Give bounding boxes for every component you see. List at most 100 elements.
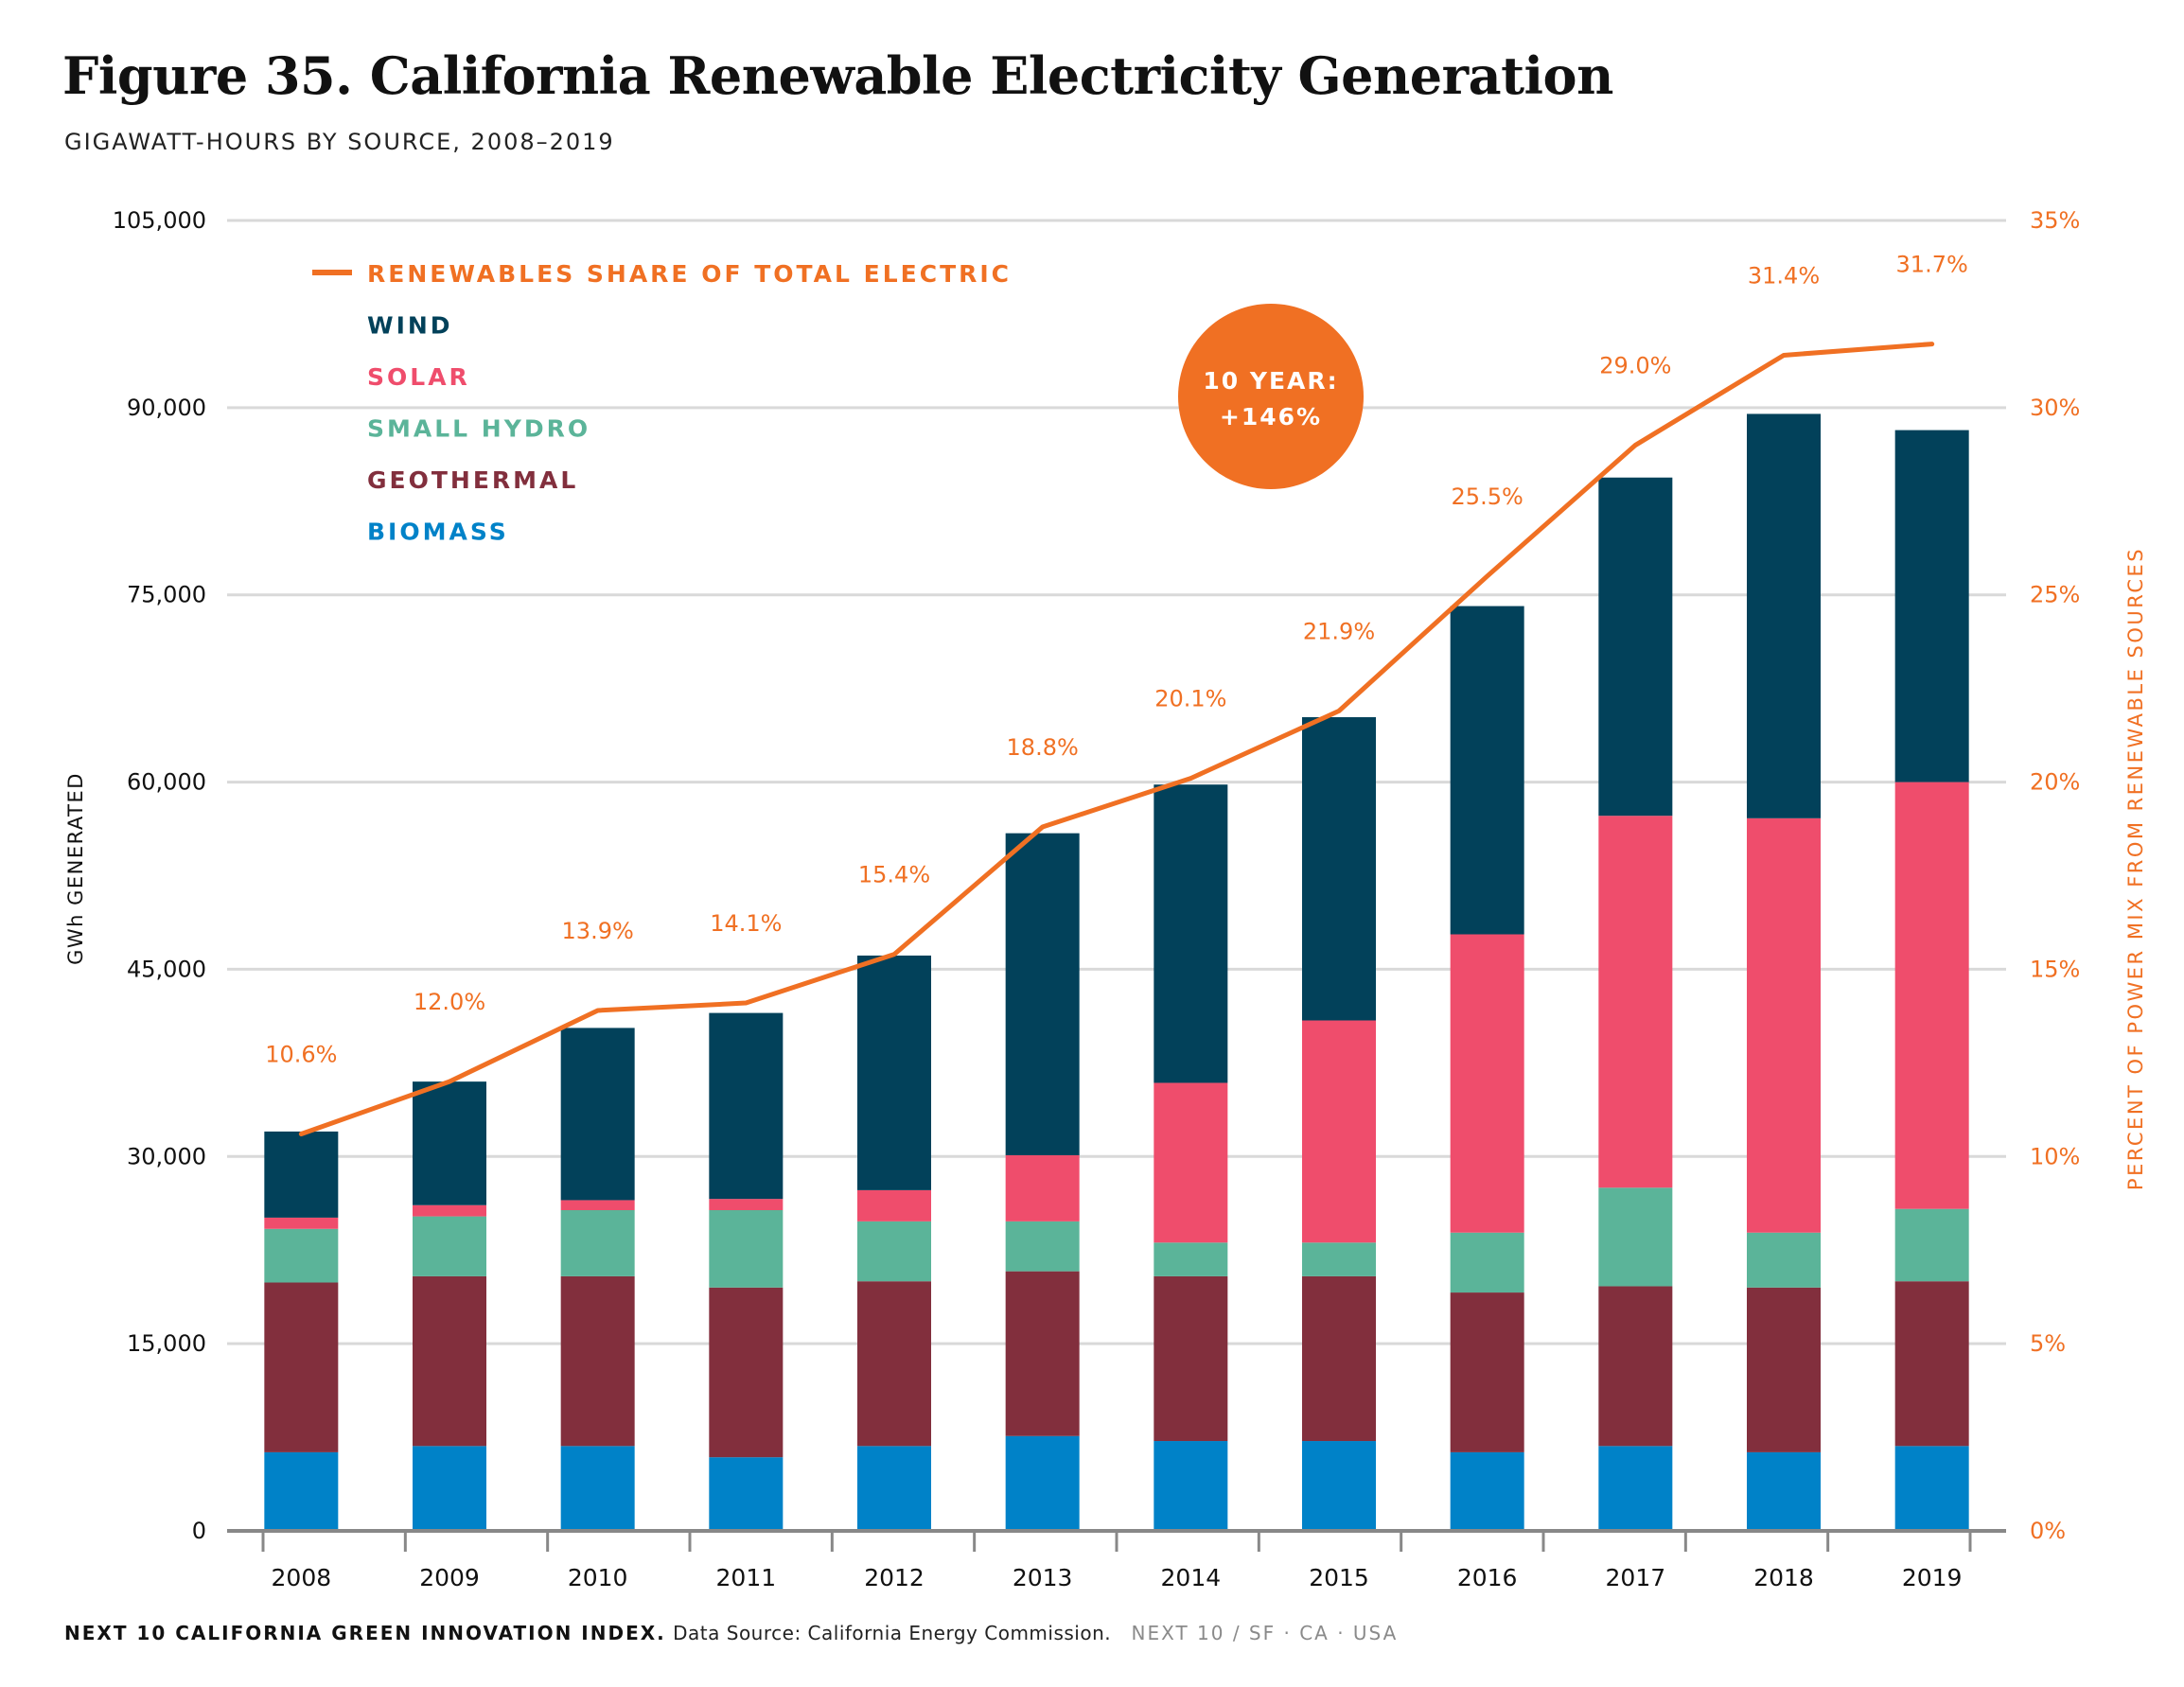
legend-item: SOLAR (367, 363, 470, 391)
bar-small_hydro (1005, 1221, 1080, 1272)
bar-solar (1450, 934, 1524, 1233)
x-tick-label: 2010 (568, 1564, 628, 1591)
footer-brand: NEXT 10 / SF · CA · USA (1131, 1622, 1399, 1644)
share-data-label: 18.8% (1007, 734, 1079, 761)
bar-biomass (1747, 1451, 1821, 1531)
bar-wind (1598, 477, 1673, 817)
bar-wind (1154, 784, 1228, 1083)
ten-year-badge: 10 YEAR: +146% (1178, 304, 1364, 489)
y2-tick-label: 30% (2030, 395, 2080, 421)
bar-small_hydro (560, 1210, 635, 1276)
bar-geothermal (413, 1275, 486, 1447)
bar-biomass (709, 1457, 784, 1531)
stacked-bar-chart: 2008 2009 2010 2011 2012 2013 2014 2015 2016 2017… (64, 207, 2147, 1591)
x-tick-label: 2016 (1457, 1564, 1518, 1591)
bar-small_hydro (1302, 1242, 1376, 1276)
x-tick-label: 2015 (1309, 1564, 1369, 1591)
share-line (298, 342, 1935, 1137)
legend-item: WIND (367, 312, 453, 340)
bar-biomass (1894, 1446, 1969, 1531)
y2-tick-label: 25% (2030, 582, 2080, 608)
y2-axis-label: PERCENT OF POWER MIX FROM RENEWABLE SOUR… (2124, 547, 2147, 1190)
bar-small_hydro (1894, 1208, 1969, 1282)
bar-solar (1598, 816, 1673, 1188)
bar-biomass (1302, 1441, 1376, 1531)
bar-geothermal (709, 1287, 784, 1458)
y-axis-right: 0% 5% 10% 15% 20% 25% 30% 35% (2030, 207, 2080, 1544)
footer-source: Data Source: California Energy Commissio… (673, 1622, 1112, 1644)
bar-wind (1894, 430, 1969, 782)
y-tick-label: 30,000 (127, 1143, 206, 1169)
y-axis-label: GWh GENERATED (64, 772, 87, 965)
legend: RENEWABLES SHARE OF TOTAL ELECTRIC WIND SO… (312, 260, 1012, 546)
x-tick-label: 2013 (1013, 1564, 1073, 1591)
footer: NEXT 10 CALIFORNIA GREEN INNOVATION INDE… (64, 1622, 1398, 1644)
share-point (1487, 575, 1488, 577)
bar-wind (857, 955, 931, 1190)
bars (264, 413, 1969, 1531)
bar-small_hydro (709, 1210, 784, 1288)
bar-wind (560, 1028, 635, 1201)
y2-tick-label: 0% (2030, 1518, 2066, 1544)
share-point (745, 1002, 747, 1004)
x-tick-label: 2014 (1161, 1564, 1222, 1591)
bar-wind (264, 1131, 339, 1218)
bar-small_hydro (857, 1221, 931, 1282)
y-tick-label: 0 (192, 1518, 206, 1544)
x-tick-label: 2009 (419, 1564, 480, 1591)
bar-geothermal (560, 1275, 635, 1447)
bar-small_hydro (1154, 1242, 1228, 1276)
share-data-label: 29.0% (1599, 352, 1671, 378)
bar-geothermal (1598, 1286, 1673, 1447)
share-data-label: 10.6% (265, 1042, 337, 1068)
chart-subtitle: GIGAWATT-HOURS BY SOURCE, 2008–2019 (64, 129, 615, 155)
bar-geothermal (1450, 1292, 1524, 1452)
share-point (1931, 343, 1933, 345)
bar-biomass (1598, 1446, 1673, 1531)
legend-item: BIOMASS (367, 518, 509, 546)
bar-biomass (1005, 1435, 1080, 1531)
bar-wind (413, 1081, 486, 1205)
y-tick-label: 15,000 (127, 1330, 206, 1357)
share-point (1634, 444, 1636, 446)
bar-biomass (1450, 1451, 1524, 1531)
bar-biomass (1154, 1441, 1228, 1531)
y2-tick-label: 35% (2030, 207, 2080, 234)
bar-geothermal (1302, 1275, 1376, 1442)
bar-wind (1450, 606, 1524, 935)
bar-wind (709, 1012, 784, 1200)
y-tick-label: 90,000 (127, 395, 206, 421)
share-point (1042, 826, 1044, 828)
y-tick-label: 75,000 (127, 582, 206, 608)
share-point (1189, 778, 1191, 780)
y2-tick-label: 10% (2030, 1143, 2080, 1169)
share-point (449, 1081, 450, 1082)
y-tick-label: 45,000 (127, 956, 206, 982)
bar-solar (413, 1204, 486, 1217)
share-point (1338, 710, 1340, 712)
bar-geothermal (1154, 1275, 1228, 1442)
bar-solar (1302, 1020, 1376, 1243)
share-data-label: 31.7% (1896, 252, 1968, 278)
share-data-label: 12.0% (414, 989, 485, 1015)
bar-solar (560, 1200, 635, 1211)
x-tick-label: 2019 (1902, 1564, 1963, 1591)
bar-wind (1302, 716, 1376, 1021)
bar-solar (264, 1217, 339, 1229)
bar-biomass (264, 1451, 339, 1531)
badge-line1: 10 YEAR: (1203, 367, 1338, 395)
bar-wind (1005, 833, 1080, 1155)
share-data-label: 15.4% (858, 862, 930, 888)
bar-solar (1154, 1082, 1228, 1243)
bar-solar (1747, 817, 1821, 1233)
bar-small_hydro (1747, 1232, 1821, 1288)
bar-small_hydro (1598, 1187, 1673, 1287)
x-tick-label: 2008 (272, 1564, 332, 1591)
y-axis-left: 0 15,000 30,000 45,000 60,000 75,000 90,000 105… (113, 207, 206, 1544)
footer-index: NEXT 10 CALIFORNIA GREEN INNOVATION INDE… (64, 1622, 666, 1644)
legend-item: RENEWABLES SHARE OF TOTAL ELECTRIC (367, 260, 1012, 288)
bar-solar (1005, 1154, 1080, 1221)
bar-biomass (560, 1446, 635, 1531)
gridlines (227, 219, 2006, 1345)
y2-tick-label: 15% (2030, 956, 2080, 982)
